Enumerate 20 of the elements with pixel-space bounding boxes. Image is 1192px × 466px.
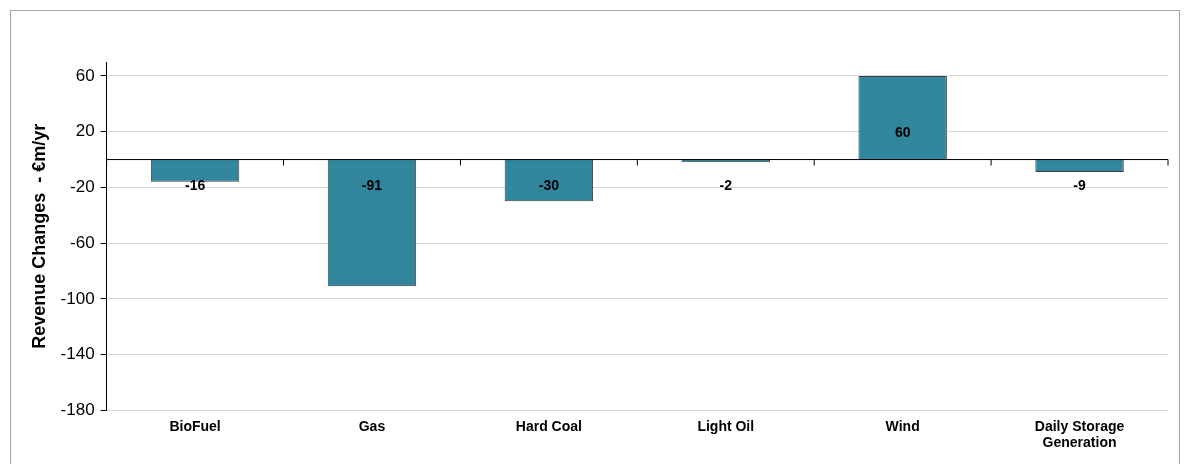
x-tick-label: Wind: [885, 417, 920, 434]
x-tick-label: Light Oil: [697, 417, 755, 434]
data-label: -9: [1073, 177, 1086, 194]
x-tick-label: Gas: [358, 417, 386, 434]
data-label: -30: [538, 177, 560, 194]
y-tick-label: -180: [60, 400, 95, 420]
y-tick-label: 20: [75, 121, 95, 141]
data-label: 60: [894, 124, 911, 141]
data-label: -91: [361, 177, 383, 194]
data-label: -16: [184, 177, 206, 194]
y-tick-label: -20: [70, 177, 95, 197]
y-tick-label: -100: [60, 288, 95, 308]
x-tick-label: BioFuel: [169, 417, 221, 434]
x-tick-label: Daily Storage Generation: [1034, 417, 1125, 451]
data-label: -2: [719, 177, 733, 194]
y-tick-label: -60: [70, 232, 95, 252]
y-axis-title: Revenue Changes - €m/yr: [28, 123, 49, 349]
y-tick-label: 60: [75, 65, 95, 85]
x-tick-label: Hard Coal: [515, 417, 582, 434]
y-tick-label: -140: [60, 344, 95, 364]
